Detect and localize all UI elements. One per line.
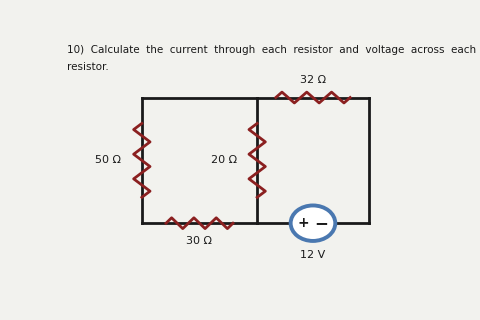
Text: 12 V: 12 V <box>300 250 325 260</box>
Text: +: + <box>298 216 310 230</box>
Text: 20 Ω: 20 Ω <box>211 156 237 165</box>
Text: 10)  Calculate  the  current  through  each  resistor  and  voltage  across  eac: 10) Calculate the current through each r… <box>67 44 477 54</box>
Text: −: − <box>314 214 328 232</box>
Text: resistor.: resistor. <box>67 62 109 72</box>
Text: 32 Ω: 32 Ω <box>300 75 326 85</box>
Text: 50 Ω: 50 Ω <box>96 156 121 165</box>
Ellipse shape <box>290 205 335 241</box>
Text: 30 Ω: 30 Ω <box>187 236 213 245</box>
